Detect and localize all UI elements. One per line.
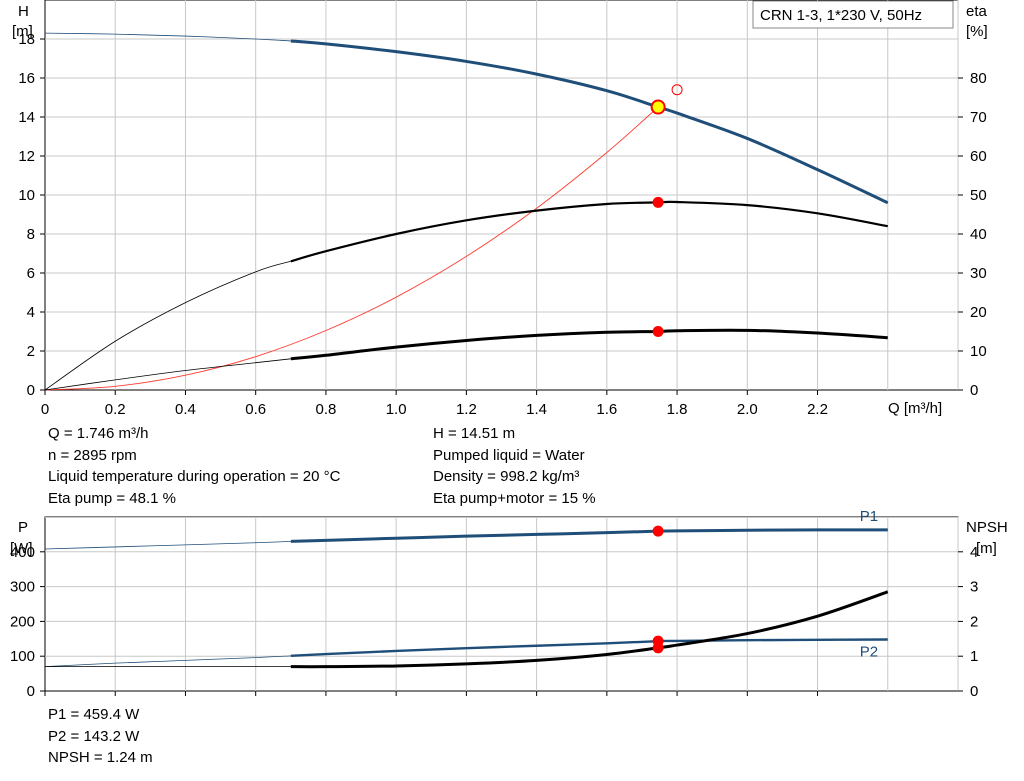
- y-tick-label: 0: [27, 382, 35, 399]
- info-head: H = 14.51 m: [433, 425, 516, 442]
- y2-tick-label: 60: [970, 148, 987, 165]
- y-tick-label: 8: [27, 226, 35, 243]
- p2-series-label: P2: [860, 643, 878, 660]
- x-tick-label: 0.8: [315, 401, 336, 418]
- y2-tick-label: 50: [970, 187, 987, 204]
- p-tick-label: 0: [27, 683, 35, 700]
- system-curve: [44, 106, 659, 391]
- y2-tick-label: 10: [970, 343, 987, 360]
- x-tick-label: 1.4: [526, 401, 547, 418]
- x-tick-label: 2.0: [737, 401, 758, 418]
- p-tick-label: 300: [10, 579, 35, 596]
- x-tick-label: 0.4: [175, 401, 196, 418]
- bottom-chart: [40, 516, 963, 692]
- info-p2: P2 = 143.2 W: [48, 727, 140, 745]
- info-p1: P1 = 459.4 W: [48, 706, 140, 723]
- p-axis-unit: [W]: [10, 540, 33, 557]
- info-eta-pump-motor: Eta pump+motor = 15 %: [433, 489, 596, 507]
- x-tick-label: 1.8: [667, 401, 688, 418]
- top-chart: [40, 0, 963, 696]
- bottom-plot-frame: [44, 516, 959, 692]
- p-tick-label: 400: [10, 544, 35, 561]
- npsh-curve: [290, 590, 889, 669]
- head-curve-thin: [44, 32, 291, 42]
- p-tick-label: 100: [10, 648, 35, 665]
- y-tick-label: 10: [18, 187, 35, 204]
- p1-curve-thin: [44, 540, 291, 550]
- y-tick-label: 18: [18, 31, 35, 48]
- y2-axis-label: eta: [966, 3, 988, 20]
- x-tick-label: 0: [41, 401, 49, 418]
- y-axis-label: H: [18, 3, 29, 20]
- y2-tick-label: 80: [970, 70, 987, 87]
- head-curve: [290, 39, 889, 205]
- info-top-left: Q = 1.746 m³/h n = 2895 rpm Liquid tempe…: [48, 423, 340, 509]
- npsh-tick-label: 1: [970, 648, 978, 665]
- p-tick-label: 200: [10, 613, 35, 630]
- y2-axis-unit: [%]: [966, 23, 988, 40]
- y-tick-label: 14: [18, 109, 35, 126]
- x-tick-label: 2.2: [807, 401, 828, 418]
- info-npsh: NPSH = 1.24 m: [48, 749, 153, 766]
- eta-pump-curve-thin: [44, 260, 291, 391]
- eta-pump-curve: [290, 200, 888, 263]
- y-tick-label: 12: [18, 148, 35, 165]
- info-liquid-temperature: Liquid temperature during operation = 20…: [48, 468, 341, 485]
- y-axis-unit: [m]: [12, 23, 33, 40]
- x-tick-label: 1.2: [456, 401, 477, 418]
- p2-curve: [290, 638, 888, 658]
- npsh-tick-label: 3: [970, 579, 978, 596]
- npsh-duty-marker: [652, 642, 664, 654]
- npsh-tick-label: 0: [970, 683, 978, 700]
- info-top-right: H = 14.51 m Pumped liquid = Water Densit…: [433, 423, 596, 509]
- y2-tick-label: 0: [970, 382, 978, 399]
- info-density: Density = 998.2 kg/m³: [433, 468, 580, 485]
- info-pumped-liquid: Pumped liquid = Water: [433, 446, 585, 464]
- x-tick-label: 0.2: [105, 401, 126, 418]
- info-speed: n = 2895 rpm: [48, 446, 137, 464]
- info-q: Q = 1.746 m³/h: [48, 425, 149, 442]
- npsh-axis-unit: [m]: [976, 540, 997, 557]
- legend-box: [752, 0, 954, 29]
- y-tick-label: 16: [18, 70, 35, 87]
- p2-curve-thin: [44, 655, 291, 668]
- duty-point-marker: [650, 99, 666, 115]
- y-tick-label: 6: [27, 265, 35, 282]
- y-tick-label: 2: [27, 343, 35, 360]
- p1-series-label: P1: [860, 508, 878, 525]
- x-tick-label: 1.6: [596, 401, 617, 418]
- x-tick-label: 0.6: [245, 401, 266, 418]
- info-eta-pump: Eta pump = 48.1 %: [48, 489, 176, 507]
- y2-tick-label: 40: [970, 226, 987, 243]
- eta-pump-motor-curve-thin: [44, 358, 291, 391]
- npsh-tick-label: 2: [970, 613, 978, 630]
- npsh-axis-label: NPSH: [966, 519, 1008, 536]
- legend-text: CRN 1-3, 1*230 V, 50Hz: [760, 7, 922, 24]
- x-tick-label: 1.0: [386, 401, 407, 418]
- eta-pump-duty-marker: [652, 196, 664, 208]
- eta-pump-motor-curve: [290, 328, 888, 361]
- p-axis-label: P: [18, 519, 28, 536]
- info-bottom-left: P1 = 459.4 W P2 = 143.2 W NPSH = 1.24 m: [48, 704, 153, 769]
- npsh-tick-label: 4: [970, 544, 978, 561]
- y2-tick-label: 20: [970, 304, 987, 321]
- eta-pump-motor-duty-marker: [652, 326, 664, 337]
- target-point-marker: [671, 84, 683, 96]
- y-tick-label: 4: [27, 304, 35, 321]
- y2-tick-label: 70: [970, 109, 987, 126]
- x-axis-label: Q [m³/h]: [888, 400, 942, 417]
- p1-curve: [290, 528, 888, 543]
- p1-duty-marker: [652, 525, 664, 537]
- y2-tick-label: 30: [970, 265, 987, 282]
